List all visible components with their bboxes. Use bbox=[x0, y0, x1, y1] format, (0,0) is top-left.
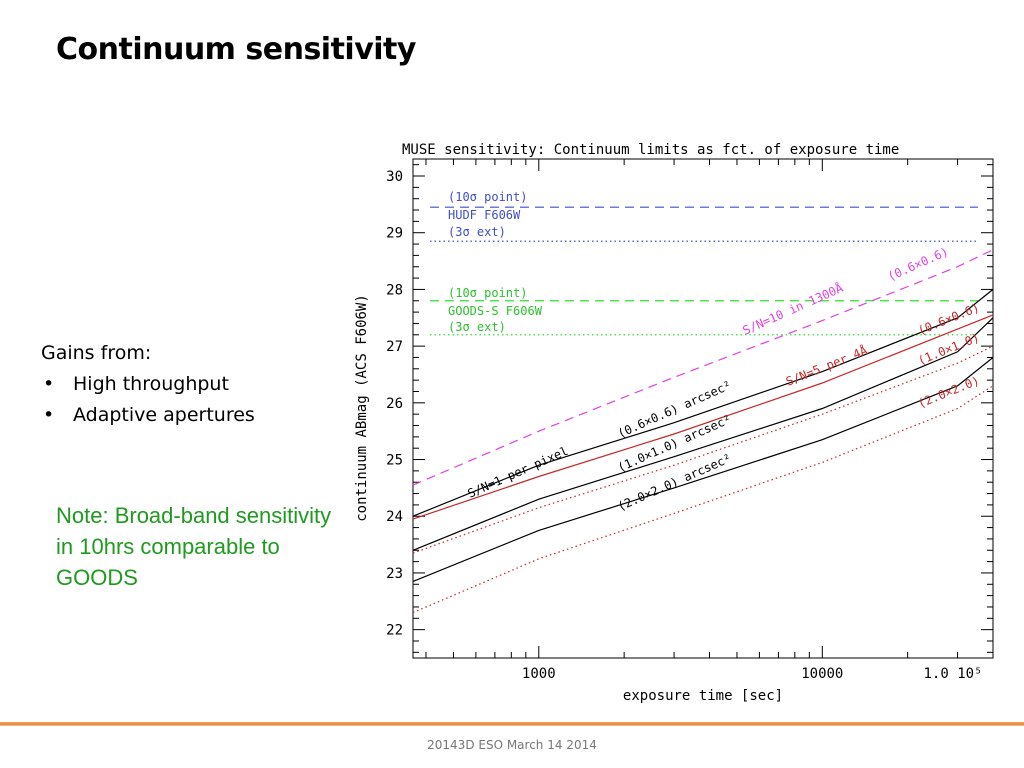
note-text: Note: Broad-band sensitivity in 10hrs co… bbox=[56, 503, 332, 590]
x-tick-labels: 1000 10000 1.0 10⁵ bbox=[522, 666, 983, 682]
axis-ticks bbox=[413, 159, 994, 658]
goods-ext-label: (3σ ext) bbox=[448, 320, 506, 334]
sn1-label: S/N=1 per pixel bbox=[466, 444, 571, 501]
hudf-point-label: (10σ point) bbox=[448, 190, 527, 204]
sensitivity-chart: MUSE sensitivity: Continuum limits as fc… bbox=[354, 142, 994, 704]
hudf-ext-label: (3σ ext) bbox=[448, 225, 506, 239]
gains-list: Gains from: High throughput Adaptive ape… bbox=[41, 338, 255, 431]
y-tick-label: 29 bbox=[386, 226, 403, 242]
series-line bbox=[412, 288, 994, 517]
reference-lines bbox=[430, 206, 978, 336]
red-aperture-2-label: (1.0×1.0) bbox=[916, 330, 982, 367]
gains-item-apertures: Adaptive apertures bbox=[41, 400, 255, 431]
y-tick-label: 25 bbox=[386, 453, 403, 469]
series-lines bbox=[412, 249, 994, 614]
x-tick-label: 1.0 10⁵ bbox=[923, 666, 982, 682]
chart-title: MUSE sensitivity: Continuum limits as fc… bbox=[402, 142, 899, 158]
goods-point-label: (10σ point) bbox=[448, 286, 527, 300]
y-tick-label: 27 bbox=[386, 339, 403, 355]
y-tick-label: 26 bbox=[386, 396, 403, 412]
y-tick-label: 22 bbox=[386, 623, 403, 639]
series-line bbox=[412, 314, 994, 520]
y-tick-label: 28 bbox=[386, 282, 403, 298]
gains-item-throughput: High throughput bbox=[41, 369, 255, 400]
series-line bbox=[412, 357, 994, 582]
y-tick-label: 30 bbox=[386, 169, 403, 185]
series-line bbox=[412, 317, 994, 551]
x-tick-label: 1000 bbox=[522, 666, 556, 682]
footer-divider bbox=[0, 722, 1024, 726]
series-line bbox=[412, 345, 994, 554]
sn10-label: S/N=10 in 1300Å bbox=[740, 280, 846, 338]
footer-text: 20143D ESO March 14 2014 bbox=[427, 738, 597, 752]
red-aperture-3-label: (2.0×2.0) bbox=[916, 373, 982, 410]
gains-heading: Gains from: bbox=[41, 342, 152, 364]
series-line bbox=[412, 385, 994, 614]
sn10-aperture-label: (0.6×0.6) bbox=[886, 245, 951, 284]
series-line bbox=[412, 249, 994, 486]
slide-title: Continuum sensitivity bbox=[56, 32, 416, 67]
y-axis-label: continuum ABmag (ACS F606W) bbox=[354, 294, 370, 522]
y-tick-label: 23 bbox=[386, 566, 403, 582]
x-axis-label: exposure time [sec] bbox=[623, 688, 783, 704]
x-tick-label: 10000 bbox=[801, 666, 843, 682]
plot-frame bbox=[412, 158, 994, 659]
y-tick-label: 24 bbox=[386, 509, 403, 525]
hudf-name-label: HUDF F606W bbox=[448, 208, 521, 222]
goods-name-label: GOODS-S F606W bbox=[448, 304, 543, 318]
y-tick-labels: 22 23 24 25 26 27 28 29 30 bbox=[386, 169, 403, 639]
